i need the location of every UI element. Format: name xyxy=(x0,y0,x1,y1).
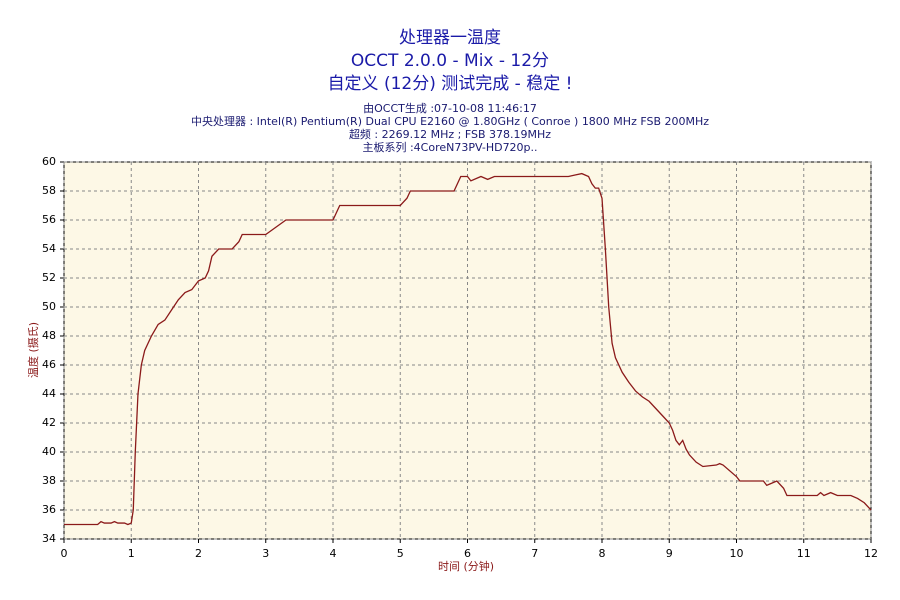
y-tick-label: 36 xyxy=(42,503,56,516)
x-tick-label: 7 xyxy=(531,547,538,560)
y-tick-label: 40 xyxy=(42,445,56,458)
temperature-line xyxy=(64,172,872,526)
title: 自定义 (12分) 测试完成 - 稳定 ! xyxy=(328,74,573,94)
y-tick-label: 44 xyxy=(42,387,56,400)
x-tick-label: 6 xyxy=(464,547,471,560)
y-tick-label: 60 xyxy=(42,155,56,168)
x-tick-label: 3 xyxy=(262,547,269,560)
y-tick-label: 48 xyxy=(42,329,56,342)
x-tick-label: 0 xyxy=(61,547,68,560)
title: OCCT 2.0.0 - Mix - 12分 xyxy=(351,51,549,71)
info: 由OCCT生成 :07-10-08 11:46:17 xyxy=(363,101,537,115)
y-tick-label: 54 xyxy=(42,242,56,255)
x-tick-label: 11 xyxy=(797,547,811,560)
y-tick-label: 52 xyxy=(42,271,56,284)
x-tick-label: 5 xyxy=(397,547,404,560)
info: 中央处理器 : Intel(R) Pentium(R) Dual CPU E21… xyxy=(191,115,709,128)
y-tick-label: 58 xyxy=(42,184,56,197)
y-tick-label: 46 xyxy=(42,358,56,371)
x-tick-label: 4 xyxy=(330,547,337,560)
y-tick-label: 34 xyxy=(42,532,56,545)
x-tick-label: 10 xyxy=(730,547,744,560)
x-tick-label: 2 xyxy=(195,547,202,560)
info: 主板系列 :4CoreN73PV-HD720p.. xyxy=(362,140,537,154)
x-tick-label: 1 xyxy=(128,547,135,560)
y-axis-label: 温度 (摄氏) xyxy=(26,322,40,378)
x-tick-label: 12 xyxy=(864,547,878,560)
x-axis-label: 时间 (分钟) xyxy=(438,559,494,573)
title: 处理器一温度 xyxy=(399,28,501,48)
x-tick-label: 8 xyxy=(599,547,606,560)
y-tick-label: 42 xyxy=(42,416,56,429)
y-tick-label: 38 xyxy=(42,474,56,487)
x-tick-label: 9 xyxy=(666,547,673,560)
y-tick-label: 50 xyxy=(42,300,56,313)
info: 超频 : 2269.12 MHz ; FSB 378.19MHz xyxy=(349,127,551,141)
y-tick-label: 56 xyxy=(42,213,56,226)
